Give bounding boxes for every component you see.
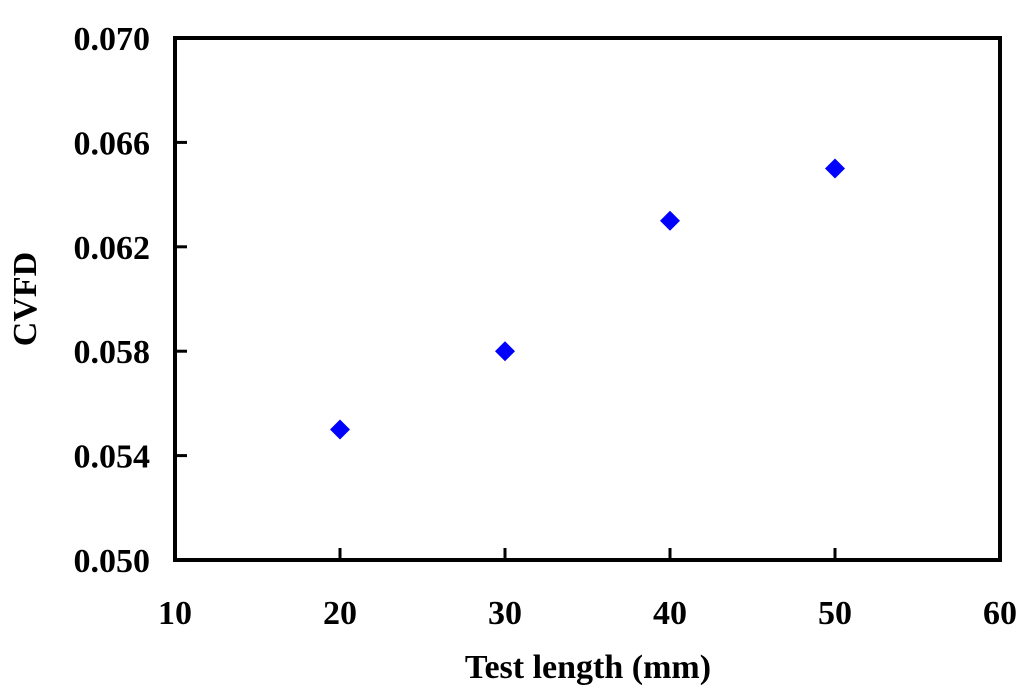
- data-point: [825, 158, 845, 179]
- data-point: [330, 419, 350, 440]
- plot-area: [173, 36, 1002, 562]
- x-tick-label: 40: [653, 595, 687, 632]
- data-points: [330, 158, 845, 440]
- x-tick-label: 50: [818, 595, 852, 632]
- y-axis-title: CVFD: [7, 252, 44, 346]
- y-tick-label: 0.058: [74, 334, 151, 371]
- y-tick-label: 0.050: [74, 543, 151, 580]
- data-point: [495, 341, 515, 362]
- y-tick-label: 0.066: [74, 125, 151, 162]
- x-tick-label: 10: [158, 595, 192, 632]
- y-tick-label: 0.070: [74, 21, 151, 58]
- data-point: [660, 210, 680, 231]
- x-axis-title: Test length (mm): [465, 649, 711, 686]
- y-axis-ticks: 0.050 0.054 0.058 0.062 0.066 0.070: [74, 21, 187, 580]
- x-tick-label: 20: [323, 595, 357, 632]
- y-tick-label: 0.054: [74, 439, 151, 476]
- y-tick-label: 0.062: [74, 230, 151, 267]
- x-tick-label: 60: [983, 595, 1017, 632]
- x-tick-label: 30: [488, 595, 522, 632]
- x-axis-ticks: 10 20 30 40 50 60: [158, 548, 1017, 632]
